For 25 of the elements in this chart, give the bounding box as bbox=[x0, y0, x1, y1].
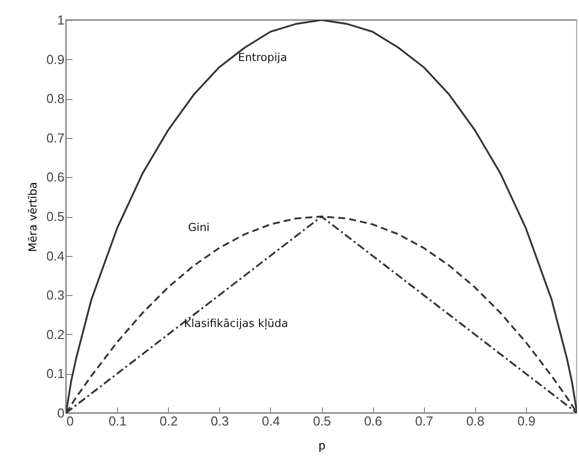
x-axis-title: p bbox=[318, 438, 326, 452]
x-tick-label: 0.1 bbox=[108, 414, 127, 428]
y-tick-label: 0.3 bbox=[46, 288, 64, 303]
series-label: Klasifikācijas kļūda bbox=[184, 317, 288, 330]
x-tick-label: 0.9 bbox=[517, 414, 536, 428]
x-tick-label: 0 bbox=[66, 414, 74, 428]
series-label: Entropija bbox=[238, 51, 288, 64]
y-axis-title: Mēra vērtība bbox=[26, 182, 40, 252]
y-tick-label: 0.7 bbox=[46, 130, 64, 146]
y-tick-label: 0.9 bbox=[46, 52, 64, 67]
y-tick-label: 0.2 bbox=[46, 326, 64, 342]
x-tick-label: 0.2 bbox=[160, 414, 178, 428]
series-label: Gini bbox=[188, 221, 210, 234]
y-tick-label: 0.6 bbox=[46, 170, 64, 185]
x-tick-label: 0.7 bbox=[415, 414, 434, 428]
y-tick-label: 0.8 bbox=[46, 91, 64, 106]
y-tick-label: 0.1 bbox=[46, 366, 64, 382]
x-tick-label: 0.6 bbox=[364, 414, 382, 428]
x-tick-label: 0.5 bbox=[312, 414, 332, 428]
x-tick-label: 0.4 bbox=[262, 414, 280, 428]
y-tick-label: 1 bbox=[57, 12, 64, 28]
x-tick-label: 0.3 bbox=[210, 414, 229, 428]
x-tick-label: 0.8 bbox=[466, 414, 484, 428]
y-tick-label: 0.4 bbox=[46, 248, 64, 264]
y-tick-label: 0.5 bbox=[46, 209, 64, 224]
